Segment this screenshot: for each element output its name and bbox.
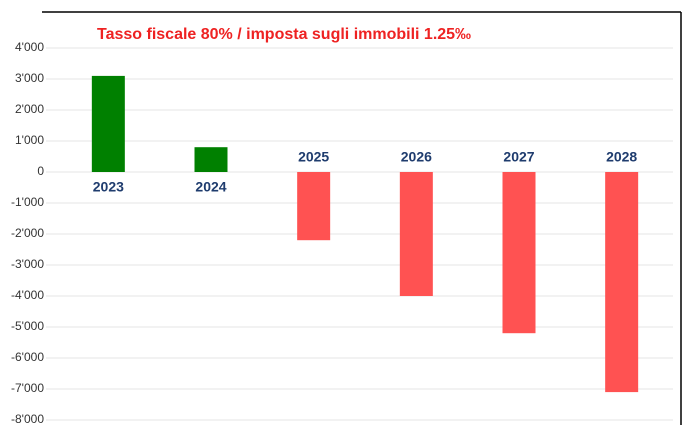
chart-title: Tasso fiscale 80% / imposta sugli immobi… — [97, 26, 471, 43]
x-tick-label: 2028 — [606, 149, 637, 165]
bar — [399, 172, 433, 296]
y-tick-label: 0 — [37, 164, 44, 178]
y-tick-label: -6'000 — [11, 350, 44, 364]
x-tick-label: 2027 — [503, 149, 534, 165]
y-tick-label: -4'000 — [11, 288, 44, 302]
y-tick-label: -3'000 — [11, 257, 44, 271]
y-tick-label: -8'000 — [11, 412, 44, 425]
y-tick-label: -5'000 — [11, 319, 44, 333]
y-tick-label: -1'000 — [11, 195, 44, 209]
bar — [502, 172, 536, 334]
y-tick-label: 2'000 — [15, 102, 44, 116]
x-tick-label: 2025 — [298, 149, 329, 165]
y-tick-label: -7'000 — [11, 381, 44, 395]
bar — [297, 172, 331, 241]
bar — [194, 147, 228, 172]
y-tick-label: -2'000 — [11, 226, 44, 240]
y-tick-label: 3'000 — [15, 71, 44, 85]
x-tick-label: 2023 — [93, 179, 124, 195]
bar — [605, 172, 639, 393]
x-tick-label: 2024 — [195, 179, 226, 195]
x-tick-label: 2026 — [401, 149, 432, 165]
y-tick-label: 1'000 — [15, 133, 44, 147]
y-tick-label: 4'000 — [15, 40, 44, 54]
bar — [91, 75, 125, 172]
